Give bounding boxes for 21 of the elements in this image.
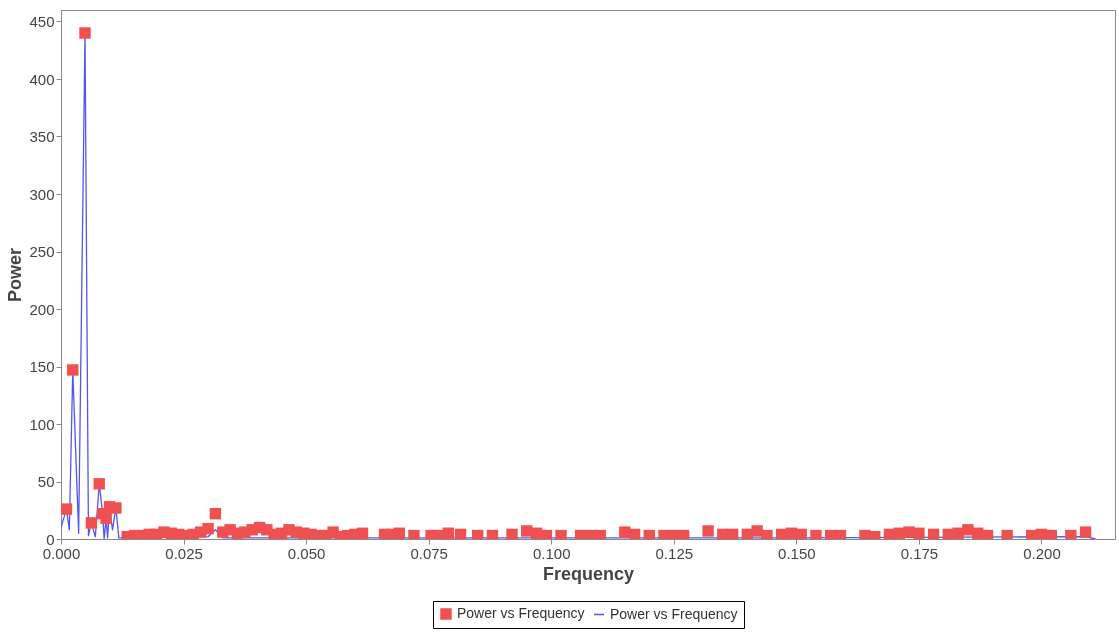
y-tick-label: 50 <box>37 473 55 490</box>
legend-label: Power vs Frequency <box>457 605 585 621</box>
x-tick-label: 0.075 <box>410 544 448 562</box>
y-tick-label: 150 <box>29 358 55 375</box>
y-tick-label: 450 <box>29 13 55 30</box>
x-tick-label: 0.125 <box>655 544 694 562</box>
y-tick-label: 200 <box>29 300 55 318</box>
x-tick-label: 0.150 <box>778 544 816 562</box>
x-tick-label: 0.200 <box>1023 544 1061 562</box>
x-tick-label: 0.025 <box>165 544 203 562</box>
legend-label: Power vs Frequency <box>610 605 738 622</box>
x-axis-title: Frequency <box>542 563 635 584</box>
x-tick-label: 0.050 <box>287 544 326 562</box>
y-tick-label: 400 <box>29 70 55 88</box>
y-tick-label: 100 <box>29 415 55 433</box>
y-tick-label: 350 <box>29 128 55 145</box>
y-tick-label: 300 <box>29 185 55 203</box>
y-tick-label: 250 <box>29 243 55 260</box>
y-axis-title: Power <box>5 247 26 303</box>
x-tick-label: 0.175 <box>900 544 939 562</box>
x-tick-label: 0.100 <box>532 544 571 562</box>
